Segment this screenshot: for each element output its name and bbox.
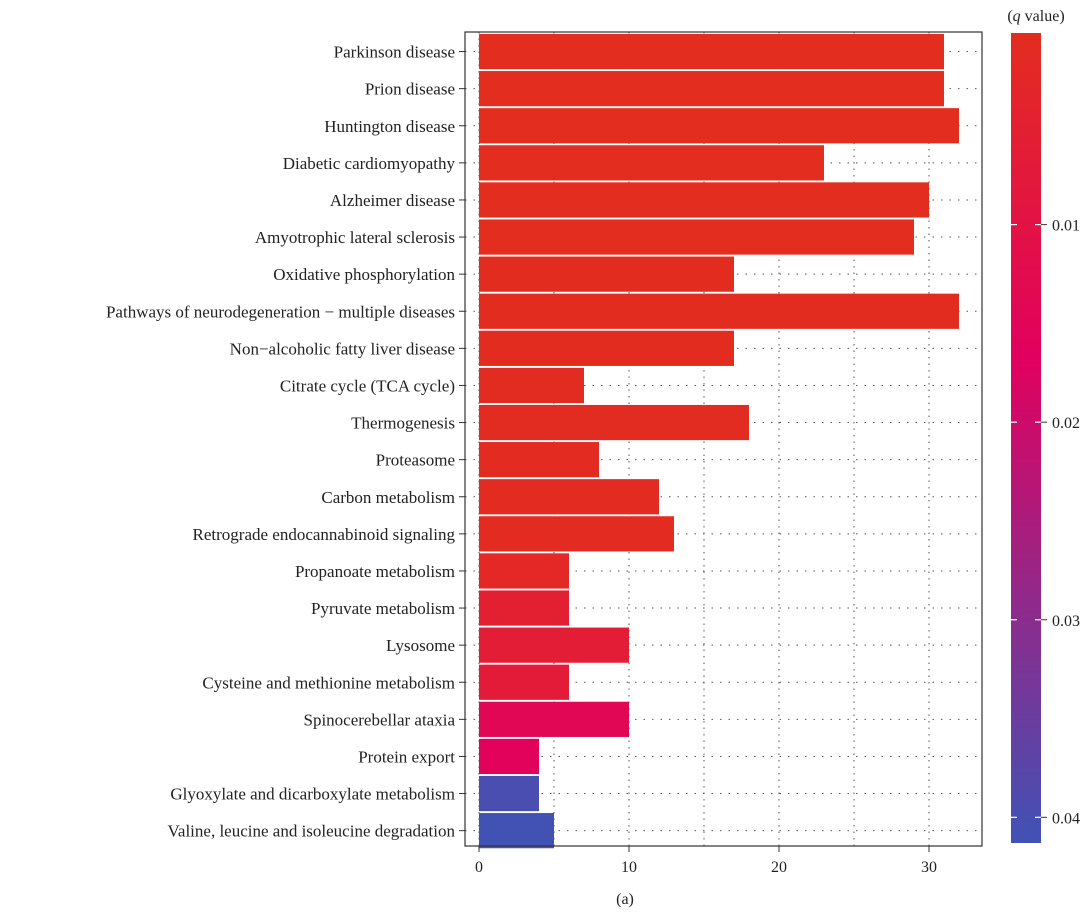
- bar: [479, 442, 599, 478]
- category-label: Valine, leucine and isoleucine degradati…: [168, 822, 456, 841]
- category-label: Citrate cycle (TCA cycle): [280, 376, 455, 395]
- category-label: Spinocerebellar ataxia: [303, 710, 455, 729]
- category-label: Diabetic cardiomyopathy: [283, 154, 456, 173]
- category-label: Non−alcoholic fatty liver disease: [230, 339, 455, 358]
- bar: [479, 219, 914, 255]
- category-label: Retrograde endocannabinoid signaling: [193, 525, 456, 544]
- x-tick-label: 20: [771, 859, 787, 876]
- bar: [479, 813, 554, 849]
- bar: [479, 293, 959, 329]
- bar: [479, 145, 824, 181]
- bar: [479, 738, 539, 775]
- bar: [479, 775, 539, 812]
- bar: [479, 553, 569, 589]
- legend-ticks: 0.01 0.02 0.03 0.04: [1011, 218, 1080, 827]
- bar: [479, 71, 944, 107]
- bar: [479, 330, 734, 366]
- category-label: Oxidative phosphorylation: [273, 265, 455, 284]
- bar: [479, 182, 929, 218]
- bar: [479, 627, 629, 663]
- bar: [479, 33, 944, 70]
- category-label: Parkinson disease: [334, 43, 455, 62]
- category-label: Cysteine and methionine metabolism: [202, 673, 455, 692]
- category-label: Propanoate metabolism: [295, 562, 455, 581]
- x-tick-label: 0: [475, 859, 483, 876]
- bar: [479, 664, 569, 700]
- bar: [479, 701, 629, 737]
- bar: [479, 516, 674, 552]
- bar: [479, 404, 749, 441]
- panel-label: (a): [616, 891, 634, 908]
- bar: [479, 479, 659, 515]
- legend-tick-label: 0.03: [1052, 613, 1080, 630]
- category-label: Proteasome: [376, 451, 455, 470]
- bar: [479, 256, 734, 292]
- category-labels: Parkinson disease Prion disease Huntington…: [106, 43, 465, 841]
- bar: [479, 367, 584, 404]
- plot-panel-border: [464, 31, 983, 847]
- bars: [479, 33, 959, 849]
- bar: [479, 108, 959, 144]
- category-label: Protein export: [358, 747, 455, 766]
- color-legend: (q value) 0.01 0.02 0.03 0.04: [1007, 8, 1080, 843]
- category-label: Pathways of neurodegeneration − multiple…: [106, 302, 455, 321]
- bar: [479, 590, 569, 626]
- category-label: Glyoxylate and dicarboxylate metabolism: [170, 785, 455, 804]
- category-label: Amyotrophic lateral sclerosis: [255, 228, 455, 247]
- category-label: Huntington disease: [324, 117, 455, 136]
- category-label: Prion disease: [365, 80, 455, 99]
- x-axis-ticks: 0 10 20 30: [475, 846, 937, 876]
- legend-colorbar: [1011, 33, 1041, 843]
- legend-tick-label: 0.01: [1052, 218, 1080, 235]
- category-label: Carbon metabolism: [321, 488, 455, 507]
- legend-tick-label: 0.02: [1052, 415, 1080, 432]
- legend-title: (q value): [1007, 8, 1064, 25]
- x-tick-label: 10: [621, 859, 637, 876]
- legend-tick-label: 0.04: [1052, 810, 1080, 827]
- category-label: Lysosome: [386, 636, 455, 655]
- x-tick-label: 30: [921, 859, 937, 876]
- category-label: Alzheimer disease: [330, 191, 455, 210]
- category-label: Thermogenesis: [351, 414, 455, 433]
- category-label: Pyruvate metabolism: [311, 599, 455, 618]
